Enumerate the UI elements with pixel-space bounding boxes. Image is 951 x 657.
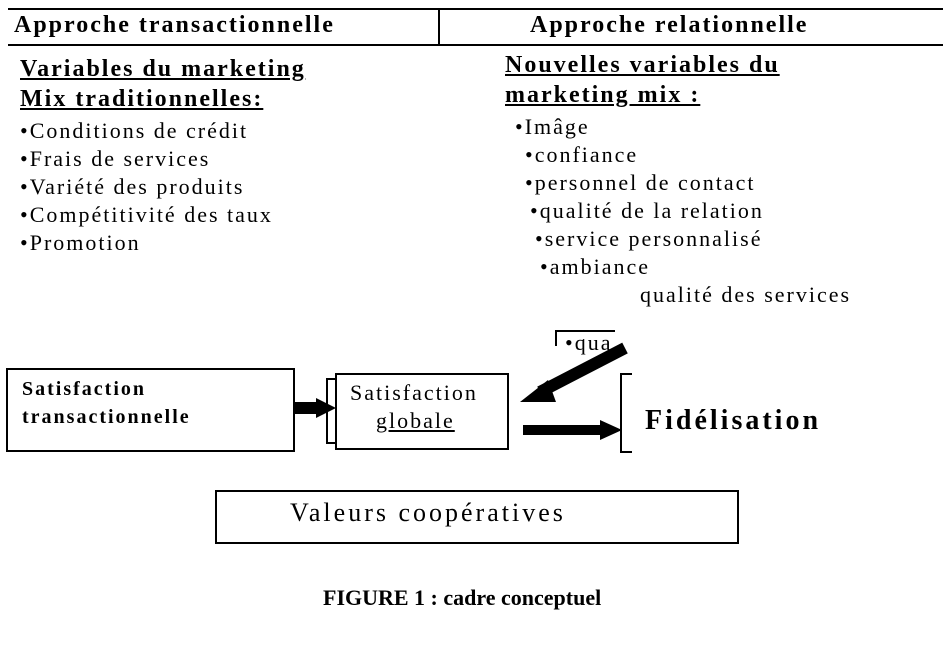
fid-bracket-v	[620, 373, 622, 453]
left-item-4: •Promotion	[20, 230, 141, 256]
right-item-2-label: personnel de contact	[535, 170, 756, 195]
right-item-4-label: service personnalisé	[545, 226, 763, 251]
rule-under-header	[8, 44, 943, 46]
sat-globale-bracket-v	[326, 378, 328, 444]
right-item-1: •confiance	[525, 142, 638, 168]
header-divider	[438, 10, 440, 44]
valeurs-label: Valeurs coopératives	[290, 498, 566, 528]
right-item-1-label: confiance	[535, 142, 639, 167]
right-item-4: •service personnalisé	[535, 226, 762, 252]
left-item-0-label: Conditions de crédit	[30, 118, 248, 143]
right-qua-label: qua	[575, 330, 613, 355]
right-item-3: •qualité de la relation	[530, 198, 764, 224]
right-item-0: •Imâge	[515, 114, 590, 140]
right-qua-fragment: •qua	[565, 330, 612, 356]
sat-trans-line1: Satisfaction	[22, 378, 146, 401]
sat-globale-line1: Satisfaction	[350, 380, 478, 406]
right-item-5: •ambiance	[540, 254, 650, 280]
right-title-line2: marketing mix :	[505, 82, 700, 109]
right-item-5-label: ambiance	[550, 254, 650, 279]
sat-globale-line2: globale	[376, 408, 455, 434]
figure-caption: FIGURE 1 : cadre conceptuel	[323, 585, 601, 611]
right-title-line1: Nouvelles variables du	[505, 52, 780, 79]
header-right: Approche relationnelle	[530, 12, 808, 39]
sat-globale-bracket-t	[326, 378, 335, 380]
arrow-trans-to-globale	[295, 398, 336, 418]
left-item-2-label: Variété des produits	[30, 174, 245, 199]
left-item-1-label: Frais de services	[30, 146, 211, 171]
right-item-0-label: Imâge	[525, 114, 590, 139]
sat-trans-line2: transactionnelle	[22, 406, 191, 429]
left-title-line2: Mix traditionnelles:	[20, 86, 263, 113]
left-item-3-label: Compétitivité des taux	[30, 202, 273, 227]
rule-top	[8, 8, 943, 10]
fid-bracket-b	[620, 451, 632, 453]
left-item-3: •Compétitivité des taux	[20, 202, 273, 228]
figure-diagram: Approche transactionnelle Approche relat…	[0, 0, 951, 657]
fid-bracket-t	[620, 373, 632, 375]
left-item-1: •Frais de services	[20, 146, 210, 172]
qua-box-left	[555, 330, 557, 346]
right-item-2: •personnel de contact	[525, 170, 756, 196]
right-tail: qualité des services	[640, 282, 851, 308]
left-item-0: •Conditions de crédit	[20, 118, 248, 144]
left-item-2: •Variété des produits	[20, 174, 244, 200]
arrow-globale-to-fid	[523, 420, 622, 440]
left-title-line1: Variables du marketing	[20, 56, 306, 83]
sat-globale-bracket-b	[326, 442, 335, 444]
left-item-4-label: Promotion	[30, 230, 141, 255]
arrow-rel-to-globale	[520, 348, 625, 402]
header-left: Approche transactionnelle	[14, 12, 335, 39]
fidelisation-label: Fidélisation	[645, 405, 821, 437]
right-item-3-label: qualité de la relation	[540, 198, 764, 223]
